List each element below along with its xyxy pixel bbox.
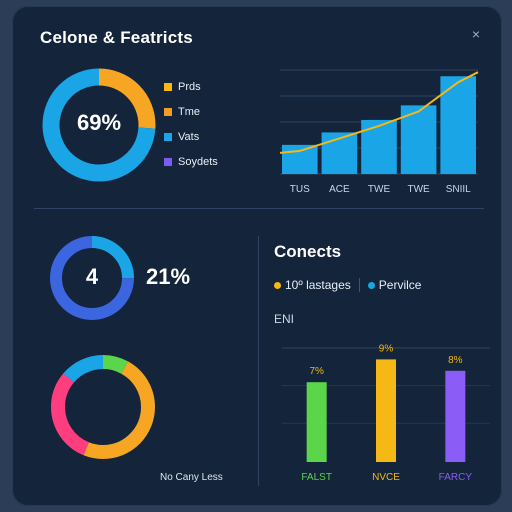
legend-item: Tme xyxy=(164,99,218,124)
close-icon[interactable]: × xyxy=(471,26,480,42)
area-bar xyxy=(282,144,318,174)
bar xyxy=(306,382,327,462)
donut-chart-small xyxy=(50,236,134,320)
donut-main-segment-1 xyxy=(42,68,156,182)
legend-label: Soydets xyxy=(178,155,218,168)
page-title: Celone & Featricts xyxy=(40,28,193,47)
bar-tick-label: FALST xyxy=(301,472,332,483)
legend-label-a: 10º lastages xyxy=(285,278,351,292)
bar-value-label: 7% xyxy=(309,366,324,377)
donut-bottom-segment-3 xyxy=(51,355,155,459)
donut-small-value: 4 xyxy=(85,264,99,289)
legend-swatch xyxy=(164,107,172,116)
bar-value-label: 8% xyxy=(448,355,463,366)
legend-label: Tme xyxy=(178,105,200,118)
dashboard-card: Celone & Featricts × 69% Prds Tme Vats Soyd… xyxy=(12,6,502,506)
legend: Prds Tme Vats Soydets xyxy=(164,74,218,174)
legend-label-b: Pervilce xyxy=(378,278,422,292)
legend-swatch xyxy=(164,132,172,141)
section-title: Conects xyxy=(274,242,342,261)
area-bar xyxy=(361,119,397,174)
legend-item: Soydets xyxy=(164,149,218,174)
area-trend-line xyxy=(279,71,479,154)
legend-item: Prds xyxy=(164,74,218,99)
legend-dot-a xyxy=(274,281,281,289)
legend-label: Prds xyxy=(178,80,201,93)
legend-swatch xyxy=(164,157,172,166)
area-chart: TUS ACE TWE TWE SNIIL xyxy=(279,69,479,195)
legend-item: Vats xyxy=(164,124,218,149)
donut-chart-main xyxy=(42,68,156,182)
bar-value-label: 9% xyxy=(379,343,394,354)
bottom-caption: No Cany Less xyxy=(160,472,223,483)
area-tick-label: TWE xyxy=(407,184,430,195)
divider-vertical xyxy=(258,236,259,486)
bar-tick-label: FARCY xyxy=(439,472,473,483)
bar xyxy=(445,370,466,462)
area-tick-label: TWE xyxy=(368,184,391,195)
donut-bottom-segment-1 xyxy=(51,355,155,459)
donut-small-segment-1 xyxy=(50,236,134,320)
bar-chart: 7% FALST 9% NVCE 8% FARCY xyxy=(282,343,490,483)
area-bar xyxy=(440,76,476,174)
legend-separator xyxy=(358,278,360,292)
bar xyxy=(376,359,396,462)
area-tick-label: ACE xyxy=(329,184,350,195)
area-tick-label: SNIIL xyxy=(446,184,471,195)
donut-bottom-segment-2 xyxy=(51,355,155,459)
bar-tick-label: NVCE xyxy=(372,472,400,483)
divider-horizontal xyxy=(34,208,484,209)
legend-swatch xyxy=(164,82,172,91)
legend-dot-b xyxy=(367,281,375,289)
legend-label: Vats xyxy=(178,130,200,143)
unit-label: ENI xyxy=(274,312,295,326)
donut-main-value: 69% xyxy=(76,110,122,135)
area-tick-label: TUS xyxy=(290,184,310,195)
bar-legend: 10º lastages Pervilce xyxy=(274,278,421,292)
donut-chart-bottom xyxy=(51,355,155,459)
donut-small-side-value: 21% xyxy=(146,264,191,289)
